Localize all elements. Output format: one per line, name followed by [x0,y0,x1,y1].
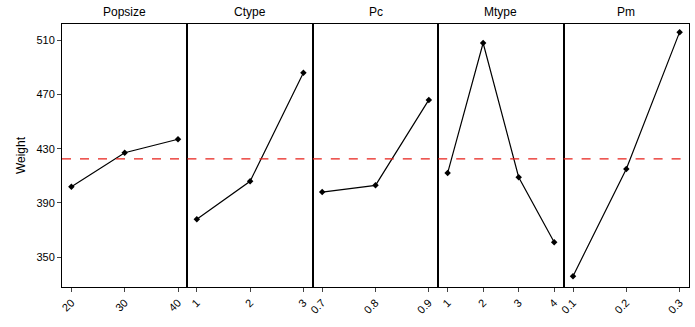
svg-text:40: 40 [166,297,183,314]
svg-text:4: 4 [547,297,560,310]
svg-text:1: 1 [189,297,202,310]
svg-text:Pm: Pm [617,5,635,19]
svg-text:0.3: 0.3 [666,297,685,316]
svg-text:3: 3 [296,297,309,310]
svg-text:430: 430 [36,143,54,155]
svg-text:2: 2 [243,297,256,310]
svg-text:Pc: Pc [369,5,383,19]
svg-text:390: 390 [36,197,54,209]
svg-text:2: 2 [476,297,489,310]
svg-text:Ctype: Ctype [234,5,266,19]
svg-text:Mtype: Mtype [484,5,517,19]
svg-text:30: 30 [113,297,130,314]
svg-text:3: 3 [511,297,524,310]
svg-text:0.2: 0.2 [612,297,631,316]
svg-text:470: 470 [36,88,54,100]
svg-text:Popsize: Popsize [103,5,146,19]
svg-text:1: 1 [440,297,453,310]
svg-text:510: 510 [36,34,54,46]
svg-text:Weight: Weight [14,136,28,174]
svg-text:20: 20 [60,297,77,314]
svg-text:0.1: 0.1 [559,297,578,316]
svg-text:0.8: 0.8 [362,297,381,316]
svg-text:0.7: 0.7 [308,297,327,316]
svg-text:0.9: 0.9 [415,297,434,316]
svg-text:350: 350 [36,251,54,263]
